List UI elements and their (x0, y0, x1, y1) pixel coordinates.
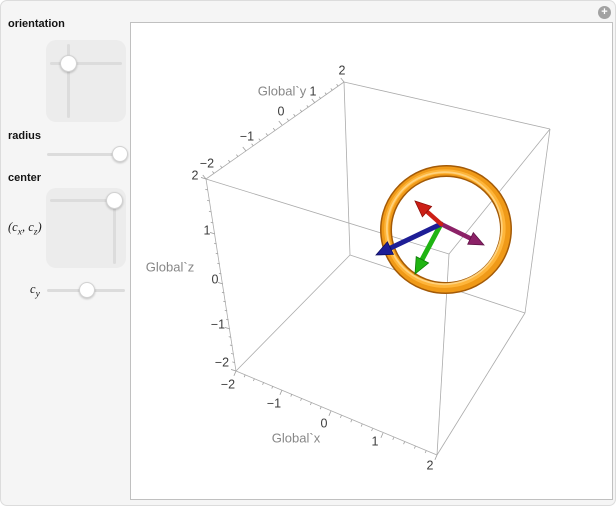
center-label: center (8, 172, 42, 184)
y-axis-tick-labels: −2 −1 0 1 2 Global`y (200, 63, 346, 170)
x-axis-tick-label: −1 (267, 396, 281, 410)
y-axis-tick-label: 1 (310, 84, 317, 98)
graphics3d-panel: −2 −1 0 1 2 Global`y 2 1 0 −1 −2 Global`… (130, 22, 613, 500)
orientation-2d-slider[interactable] (46, 40, 126, 122)
purple-arrow (438, 221, 485, 246)
center-pad-hline (50, 198, 122, 202)
y-axis-tick-label: −1 (240, 129, 254, 143)
bounding-box-edges (205, 81, 551, 456)
green-arrow (414, 221, 444, 275)
center-xz-label-sub-z: z (33, 227, 38, 238)
center-xz-label: (cx, cz) (8, 220, 42, 238)
y-axis-tick-label: −2 (200, 156, 214, 170)
x-axis-tick-label: 1 (372, 434, 379, 448)
z-axis-tick-label: 0 (212, 272, 219, 286)
center-pad-vline (112, 192, 116, 264)
x-axis-tick-label: 2 (427, 458, 434, 472)
center-xz-label-sub-x: x (17, 227, 22, 238)
graphics3d-canvas[interactable]: −2 −1 0 1 2 Global`y 2 1 0 −1 −2 Global`… (131, 23, 612, 499)
radius-slider-track[interactable] (47, 152, 125, 156)
orientation-label: orientation (8, 18, 65, 30)
z-axis-tick-label: 2 (192, 168, 199, 182)
center-xz-label-part: (c (8, 220, 18, 234)
y-axis-tick-label: 2 (339, 63, 346, 77)
cy-slider-thumb[interactable] (79, 282, 95, 298)
z-axis-title: Global`z (146, 259, 194, 274)
z-axis-tick-labels: 2 1 0 −1 −2 Global`z (146, 168, 229, 369)
radius-slider-thumb[interactable] (112, 146, 128, 162)
center-2d-thumb[interactable] (105, 191, 123, 209)
cy-label-base: c (30, 282, 36, 296)
y-axis-tick-label: 0 (278, 104, 285, 118)
cy-label: cy (30, 282, 40, 300)
orientation-pad-hline (50, 61, 122, 65)
axis-tick-marks (200, 77, 438, 460)
z-axis-tick-label: −2 (215, 355, 229, 369)
z-axis-tick-label: 1 (204, 223, 211, 237)
expand-plus-button[interactable]: + (598, 6, 611, 19)
x-axis-tick-label: −2 (221, 377, 235, 391)
center-2d-slider[interactable] (46, 188, 126, 268)
x-axis-tick-label: 0 (321, 416, 328, 430)
blue-arrow (375, 221, 444, 256)
center-xz-label-part: , c (21, 220, 34, 234)
orientation-pad-vline (66, 44, 70, 118)
radius-label: radius (8, 130, 42, 142)
torus-ring (380, 164, 512, 295)
frame-arrows (375, 200, 485, 275)
orientation-2d-thumb[interactable] (59, 54, 77, 72)
x-axis-tick-labels: −2 −1 0 1 2 Global`x (221, 377, 434, 472)
cy-label-sub: y (35, 289, 40, 300)
red-arrow (414, 200, 444, 227)
z-axis-tick-label: −1 (211, 317, 225, 331)
center-xz-label-part: ) (37, 220, 42, 234)
y-axis-title: Global`y (258, 83, 307, 98)
x-axis-title: Global`x (272, 430, 321, 445)
